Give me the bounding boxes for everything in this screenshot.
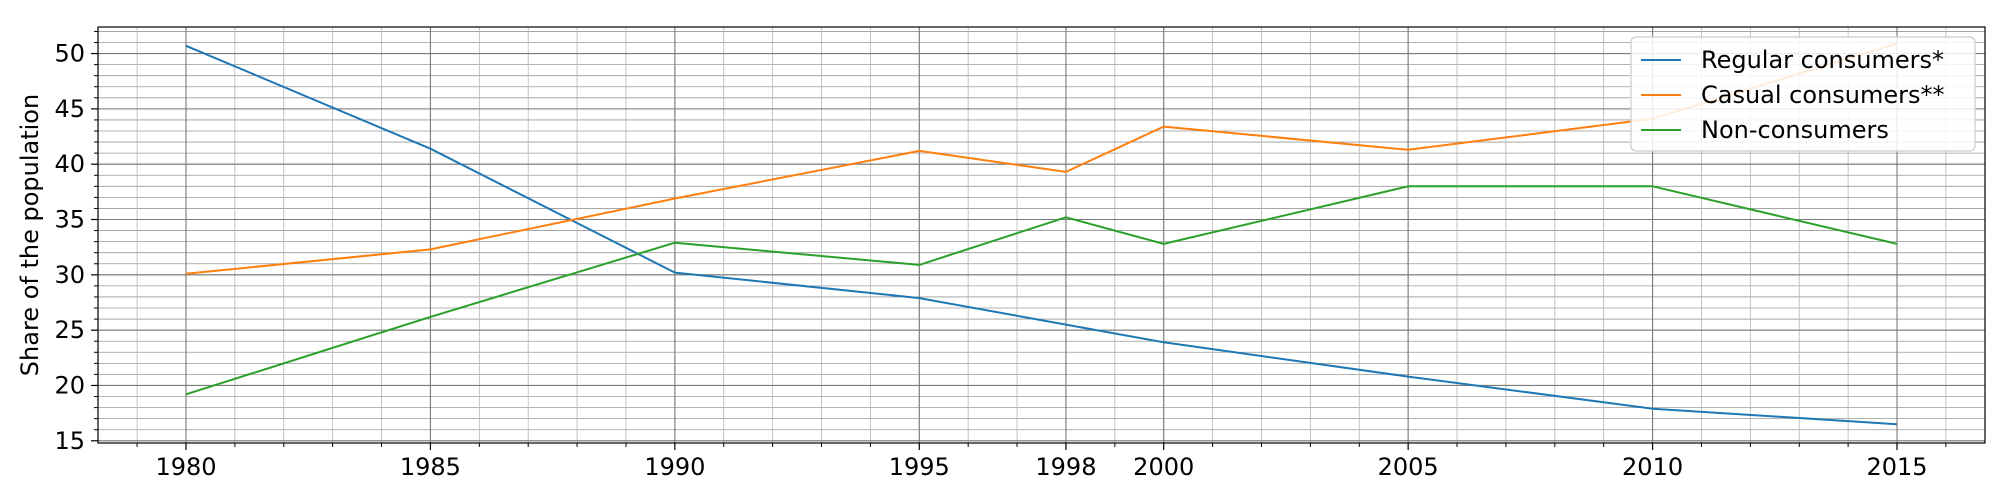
x-tick-label: 1995 <box>889 453 950 481</box>
x-tick-label: 1985 <box>400 453 461 481</box>
x-tick-label: 1980 <box>155 453 216 481</box>
y-tick-label: 45 <box>54 95 85 123</box>
x-tick-label: 2010 <box>1622 453 1683 481</box>
y-tick-label: 25 <box>54 316 85 344</box>
y-tick-label: 15 <box>54 427 85 455</box>
x-tick-label: 1990 <box>644 453 705 481</box>
legend-label: Regular consumers* <box>1701 46 1944 74</box>
x-tick-label: 2005 <box>1378 453 1439 481</box>
legend-label: Non-consumers <box>1701 116 1889 144</box>
legend-label: Casual consumers** <box>1701 81 1945 109</box>
y-tick-label: 30 <box>54 261 85 289</box>
y-axis-label: Share of the population <box>16 94 44 376</box>
x-tick-label: 2000 <box>1133 453 1194 481</box>
y-tick-label: 40 <box>54 150 85 178</box>
y-tick-label: 35 <box>54 206 85 234</box>
y-tick-label: 50 <box>54 40 85 68</box>
y-tick-label: 20 <box>54 371 85 399</box>
x-tick-label: 1998 <box>1035 453 1096 481</box>
x-tick-label: 2015 <box>1866 453 1927 481</box>
legend: Regular consumers* Casual consumers** Non-… <box>1631 37 1975 151</box>
